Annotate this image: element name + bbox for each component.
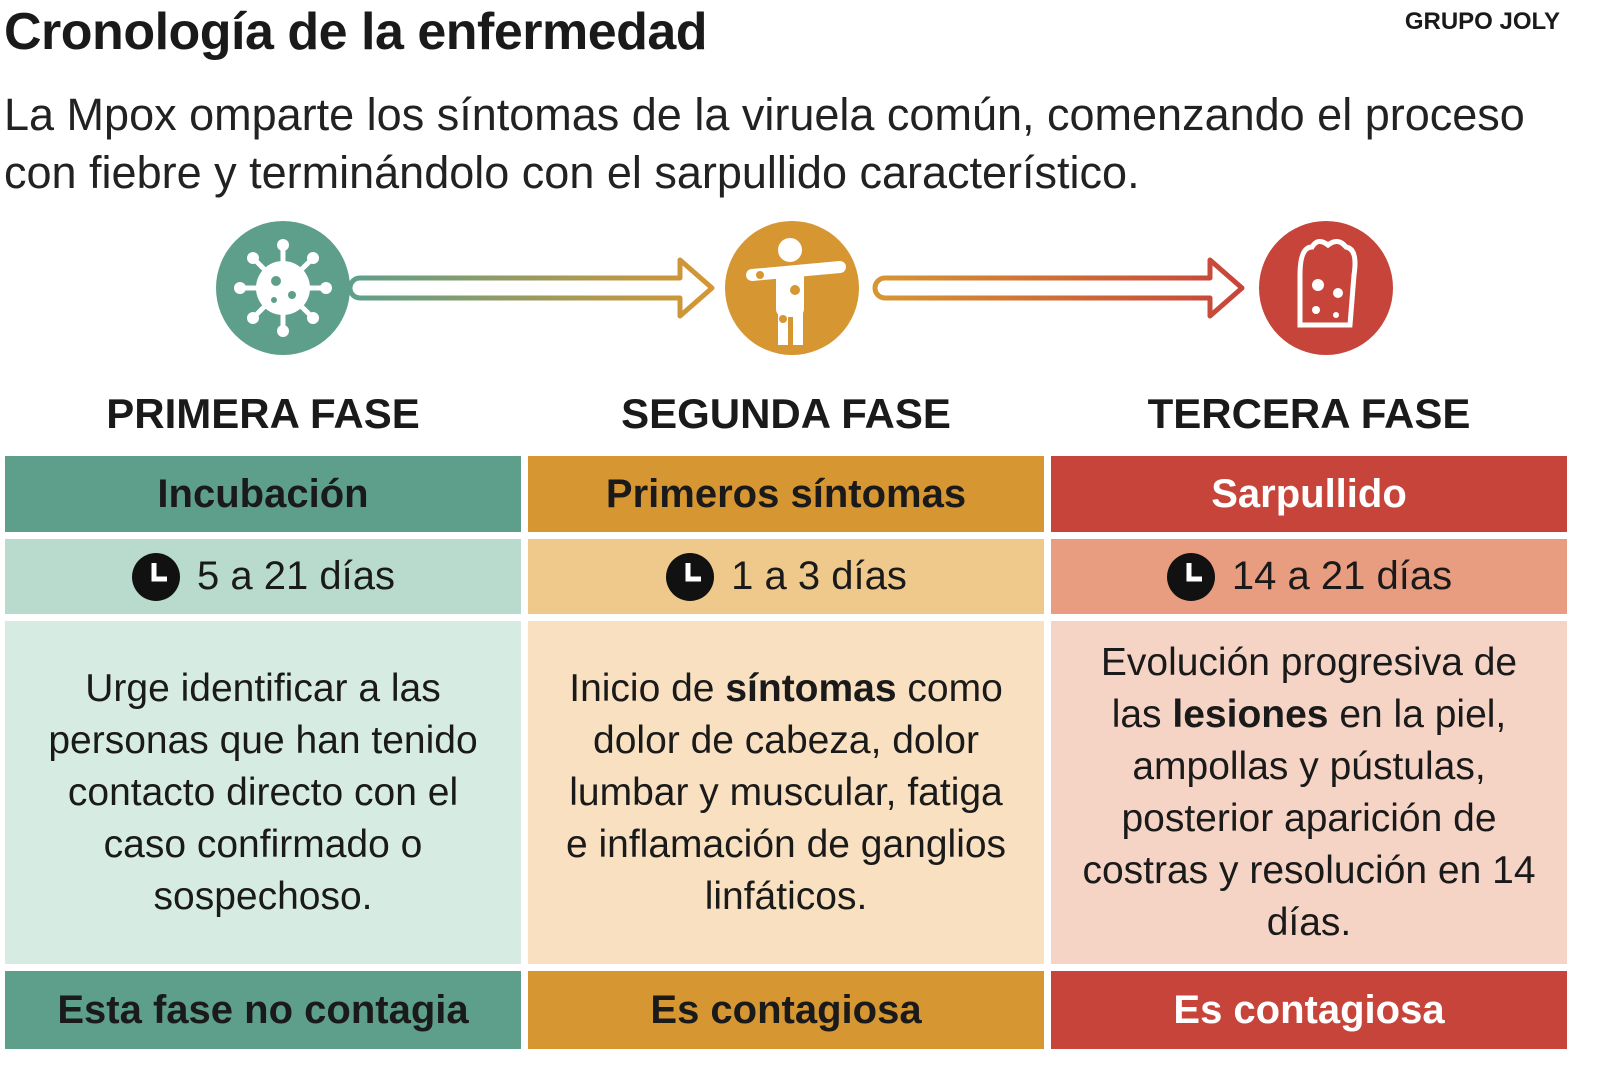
description-part: Evolución progresiva de las bbox=[1100, 640, 1518, 736]
description: Evolución progresiva de las lesiones en … bbox=[1051, 621, 1567, 964]
description: Inicio de síntomas como dolor de cabeza,… bbox=[528, 621, 1044, 964]
clock-icon bbox=[666, 552, 715, 601]
contagion: Esta fase no contagia bbox=[5, 971, 521, 1049]
phase-label: SEGUNDA FASE bbox=[621, 390, 951, 437]
description-text: Evolución progresiva de las lesiones en … bbox=[1081, 637, 1537, 949]
phase-column: SEGUNDA FASE Primeros síntomas 1 a 3 días I… bbox=[528, 380, 1044, 1049]
rash-icon bbox=[1259, 221, 1393, 355]
arrow bbox=[347, 257, 1245, 319]
description-part: Inicio de bbox=[569, 666, 726, 710]
person-icon bbox=[725, 221, 859, 355]
description-part: lesiones bbox=[1172, 692, 1329, 736]
phase-column: PRIMERA FASE Incubación 5 a 21 días Urge id… bbox=[5, 380, 521, 1049]
phase-column: TERCERA FASE Sarpullido 14 a 21 días Evoluc… bbox=[1051, 380, 1567, 1049]
description-part: Urge identificar a las personas que han … bbox=[48, 666, 478, 918]
virus-icon bbox=[216, 221, 350, 355]
description-part: como dolor de cabeza, dolor lumbar y mus… bbox=[565, 666, 1007, 918]
duration: 1 a 3 días bbox=[528, 539, 1044, 614]
source: GRUPO JOLY bbox=[1404, 8, 1560, 35]
phase-name: Sarpullido bbox=[1051, 456, 1567, 532]
phase-label: PRIMERA FASE bbox=[106, 390, 420, 437]
description: Urge identificar a las personas que han … bbox=[5, 621, 521, 964]
description-part: síntomas bbox=[725, 666, 897, 710]
clock-icon bbox=[132, 552, 181, 601]
title: Cronología de la enfermedad bbox=[4, 3, 708, 61]
description-text: Inicio de síntomas como dolor de cabeza,… bbox=[558, 663, 1014, 923]
phase-name: Incubación bbox=[5, 456, 521, 532]
phase-label: TERCERA FASE bbox=[1147, 390, 1471, 437]
contagion: Es contagiosa bbox=[528, 971, 1044, 1049]
duration-text: 5 a 21 días bbox=[197, 554, 395, 598]
duration: 14 a 21 días bbox=[1051, 539, 1567, 614]
phases: PRIMERA FASE Incubación 5 a 21 días Urge id… bbox=[5, 380, 1567, 1049]
description-text: Urge identificar a las personas que han … bbox=[35, 663, 491, 923]
phase-name: Primeros síntomas bbox=[528, 456, 1044, 532]
clock-icon bbox=[1166, 552, 1215, 601]
timeline-icons bbox=[216, 221, 1393, 355]
duration-text: 14 a 21 días bbox=[1231, 554, 1453, 598]
description-part: en la piel, ampollas y pústulas, posteri… bbox=[1082, 692, 1536, 944]
duration: 5 a 21 días bbox=[5, 539, 521, 614]
duration-text: 1 a 3 días bbox=[731, 554, 907, 598]
subtitle: La Mpox omparte los síntomas de la virue… bbox=[4, 89, 1525, 198]
contagion: Es contagiosa bbox=[1051, 971, 1567, 1049]
